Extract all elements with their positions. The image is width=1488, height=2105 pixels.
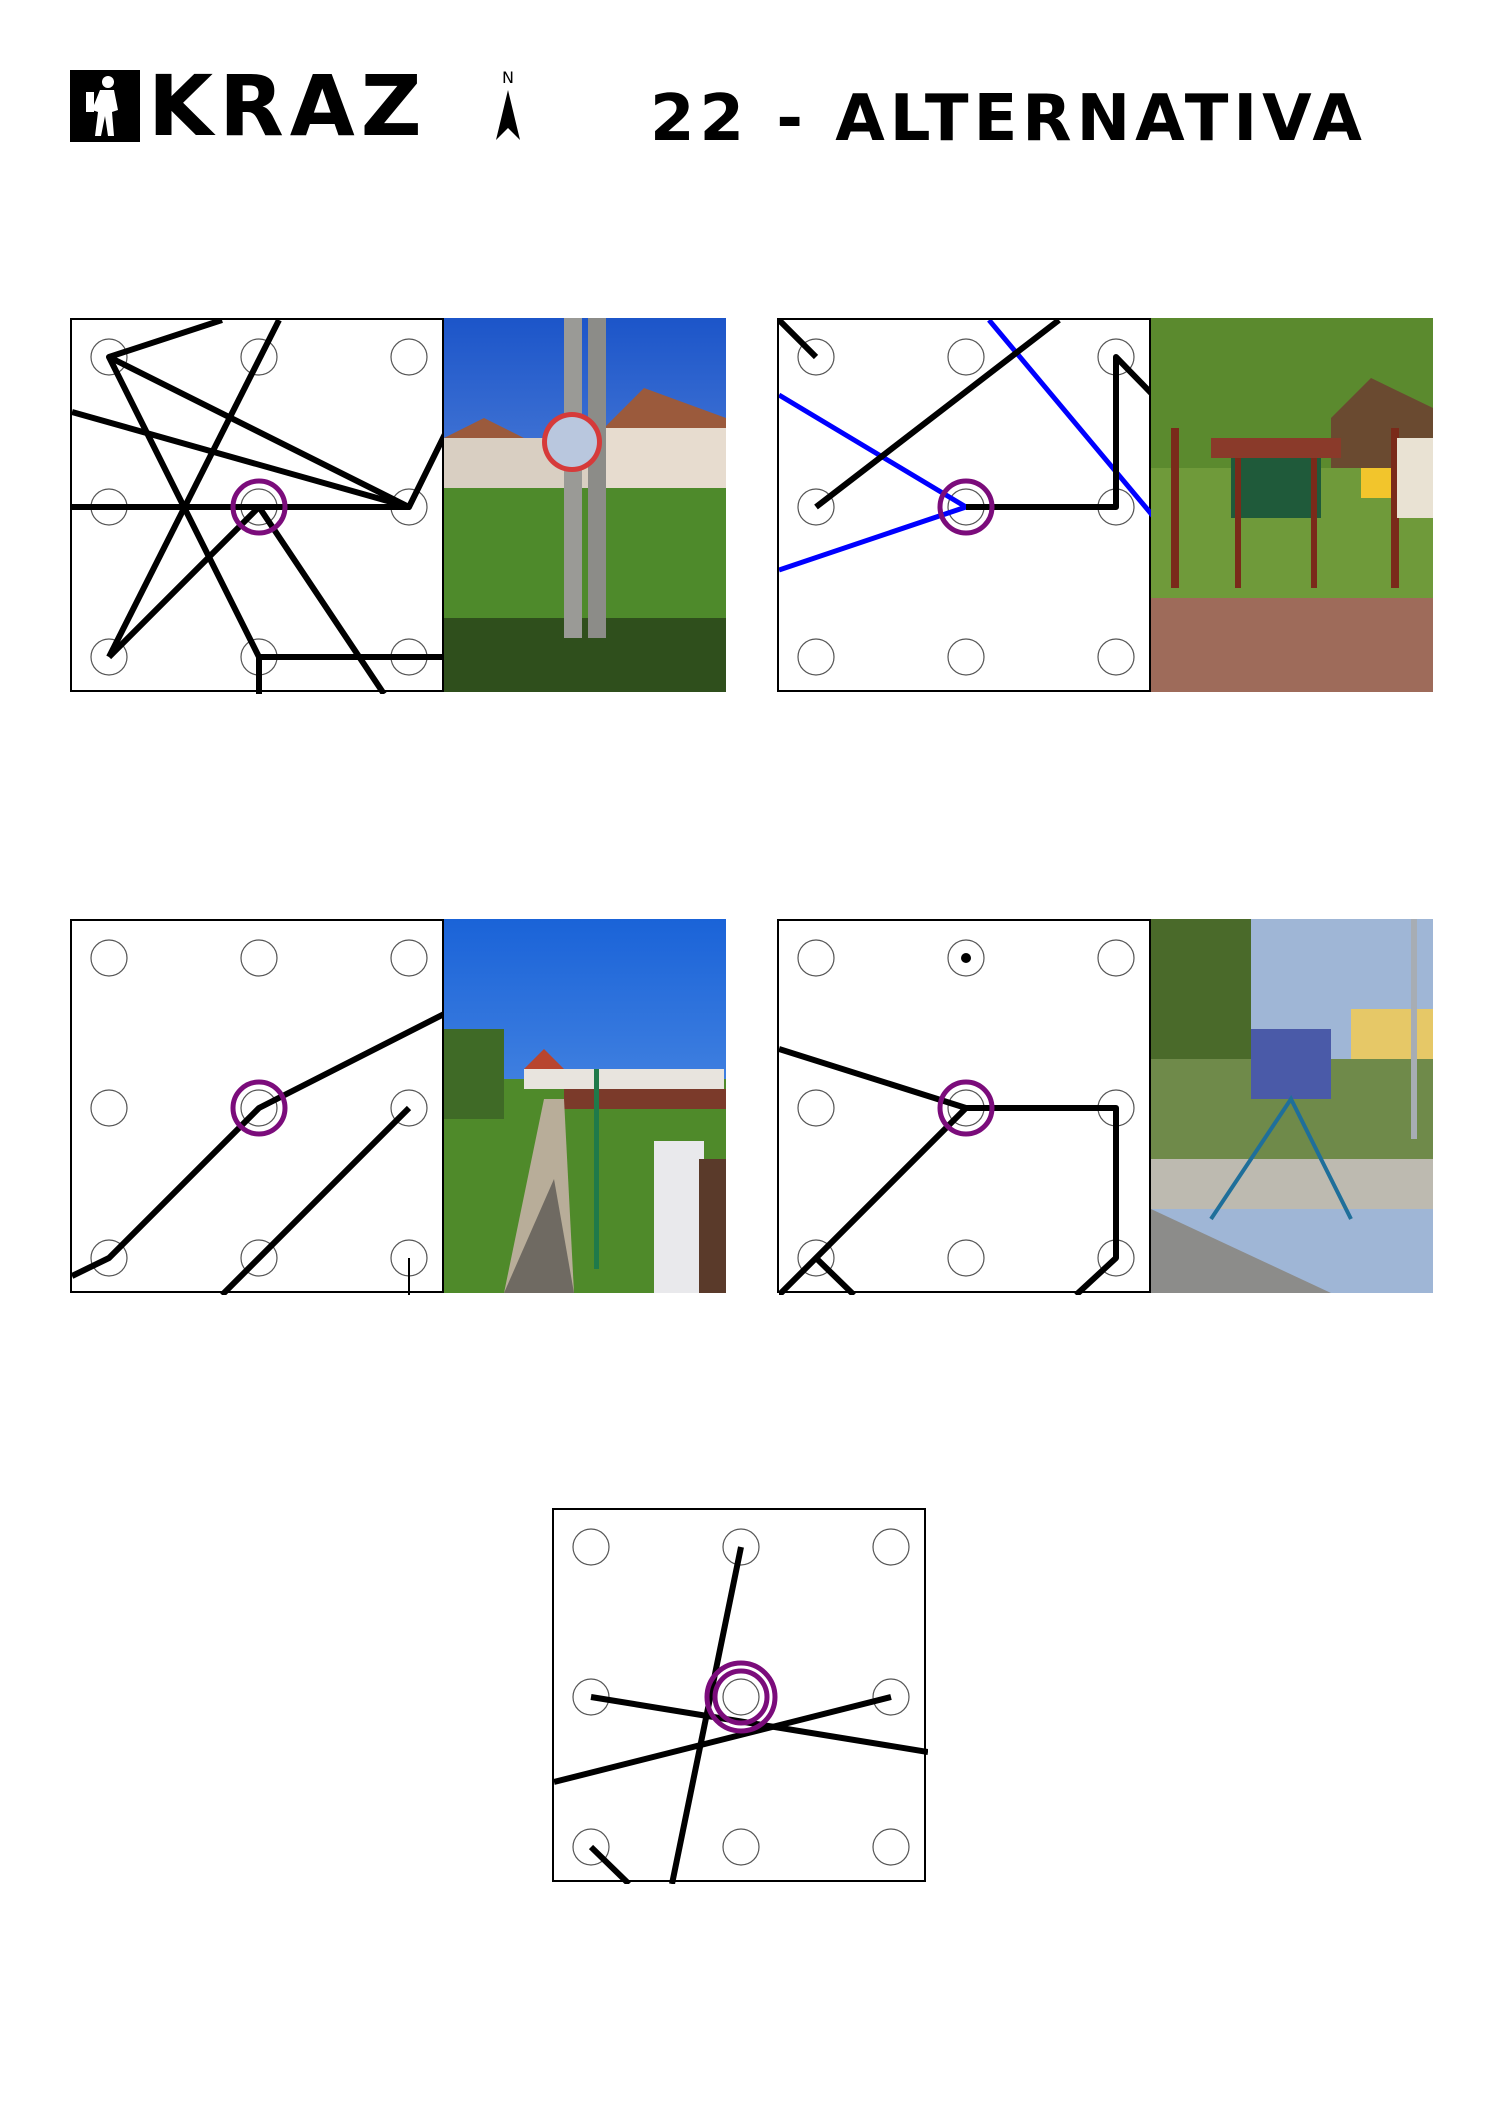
control-photo-4 xyxy=(1151,919,1433,1293)
page-header: KRAZ N 22 - ALTERNATIVA xyxy=(0,0,1488,200)
route-diagram-4 xyxy=(777,919,1151,1295)
kraz-logo: KRAZ xyxy=(70,64,470,148)
route-diagram-5 xyxy=(552,1508,928,1884)
hiker-logo-icon xyxy=(70,70,140,142)
route-diagram-2 xyxy=(777,318,1153,692)
control-photo-1 xyxy=(444,318,726,692)
route-diagram-1 xyxy=(70,318,446,694)
control-photo-3 xyxy=(444,919,726,1293)
page-title: 22 - ALTERNATIVA xyxy=(650,82,1367,156)
logo-text: KRAZ xyxy=(148,57,428,155)
control-photo-2 xyxy=(1151,318,1433,692)
north-arrow-icon xyxy=(496,90,520,140)
route-diagram-3 xyxy=(70,919,446,1295)
north-arrow: N xyxy=(490,68,526,144)
north-label: N xyxy=(502,68,514,87)
